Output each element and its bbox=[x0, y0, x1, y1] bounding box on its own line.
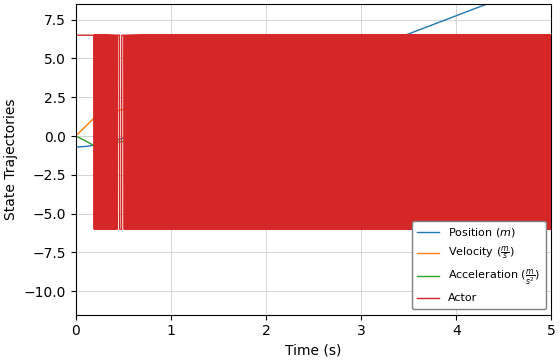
Acceleration ($\frac{m}{s^2}$) bbox=[166, 136, 172, 140]
Velocity ($\frac{m}{s}$) bbox=[548, 98, 555, 102]
Velocity ($\frac{m}{s}$) bbox=[502, 98, 508, 102]
Velocity ($\frac{m}{s}$) bbox=[302, 98, 309, 102]
Velocity ($\frac{m}{s}$) bbox=[72, 134, 79, 138]
Acceleration ($\frac{m}{s^2}$) bbox=[517, 134, 524, 138]
Actor bbox=[517, 33, 524, 37]
Acceleration ($\frac{m}{s^2}$) bbox=[302, 134, 309, 138]
Acceleration ($\frac{m}{s^2}$) bbox=[502, 134, 508, 138]
X-axis label: Time (s): Time (s) bbox=[286, 344, 342, 358]
Actor bbox=[91, 227, 98, 231]
Position ($m$) bbox=[402, 33, 408, 38]
Velocity ($\frac{m}{s}$) bbox=[457, 97, 464, 102]
Line: Actor: Actor bbox=[76, 35, 552, 229]
Velocity ($\frac{m}{s}$) bbox=[166, 101, 172, 106]
Acceleration ($\frac{m}{s^2}$) bbox=[91, 144, 98, 148]
Acceleration ($\frac{m}{s^2}$) bbox=[514, 134, 521, 138]
Position ($m$) bbox=[302, 71, 309, 75]
Actor bbox=[514, 227, 520, 231]
Acceleration ($\frac{m}{s^2}$) bbox=[402, 134, 408, 138]
Actor bbox=[502, 33, 508, 37]
Acceleration ($\frac{m}{s^2}$) bbox=[72, 134, 79, 138]
Actor bbox=[72, 33, 79, 37]
Velocity ($\frac{m}{s}$) bbox=[517, 98, 524, 102]
Line: Position ($m$): Position ($m$) bbox=[76, 0, 552, 147]
Acceleration ($\frac{m}{s^2}$) bbox=[548, 134, 555, 138]
Position ($m$) bbox=[72, 145, 79, 149]
Position ($m$) bbox=[166, 122, 172, 126]
Actor bbox=[402, 227, 408, 231]
Line: Acceleration ($\frac{m}{s^2}$): Acceleration ($\frac{m}{s^2}$) bbox=[76, 136, 552, 146]
Line: Velocity ($\frac{m}{s}$): Velocity ($\frac{m}{s}$) bbox=[76, 100, 552, 136]
Actor bbox=[166, 33, 172, 37]
Velocity ($\frac{m}{s}$) bbox=[514, 97, 520, 102]
Legend: Position ($m$), Velocity ($\frac{m}{s}$), Acceleration ($\frac{m}{s^2}$), Actor: Position ($m$), Velocity ($\frac{m}{s}$)… bbox=[412, 220, 546, 309]
Y-axis label: State Trajectories: State Trajectories bbox=[4, 98, 18, 220]
Actor bbox=[548, 227, 555, 231]
Acceleration ($\frac{m}{s^2}$) bbox=[456, 134, 463, 138]
Actor bbox=[302, 33, 309, 37]
Velocity ($\frac{m}{s}$) bbox=[402, 98, 408, 102]
